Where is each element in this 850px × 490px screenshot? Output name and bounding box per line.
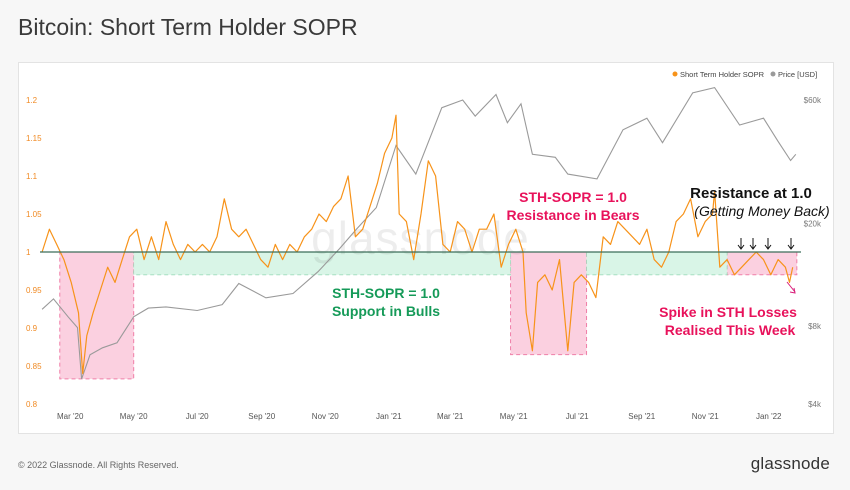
annotation-resistance-title: Resistance at 1.0 <box>690 185 812 202</box>
x-tick-label: Sep '21 <box>628 412 655 421</box>
chart: glassnode0.80.850.90.9511.051.11.151.2$4… <box>26 70 830 421</box>
loss-zone-1 <box>510 251 588 356</box>
chart-card <box>18 62 834 434</box>
y-left-tick-label: 1 <box>26 248 31 257</box>
x-tick-label: Mar '21 <box>437 412 464 421</box>
y-left-tick-label: 0.85 <box>26 362 42 371</box>
losses-arrowhead <box>789 287 796 294</box>
y-left-tick-label: 1.1 <box>26 172 38 181</box>
x-tick-label: Jul '21 <box>566 412 589 421</box>
legend-price-label: Price [USD] <box>778 70 817 79</box>
annotation-bulls-line2: Support in Bulls <box>332 303 440 319</box>
resistance-arrowhead-0 <box>737 244 745 250</box>
y-right-tick-label: $4k <box>808 400 822 409</box>
page-title: Bitcoin: Short Term Holder SOPR <box>18 14 358 40</box>
x-tick-label: Mar '20 <box>57 412 84 421</box>
y-left-tick-label: 0.95 <box>26 286 42 295</box>
x-tick-label: Jan '22 <box>756 412 782 421</box>
support-zone-4 <box>586 251 728 276</box>
x-tick-label: Nov '21 <box>692 412 719 421</box>
brand-logo-text: glassnode <box>750 454 830 473</box>
legend-price-marker <box>770 71 776 77</box>
x-tick-label: May '20 <box>120 412 148 421</box>
resistance-arrowhead-2 <box>764 244 772 250</box>
x-tick-label: Jan '21 <box>376 412 402 421</box>
x-tick-label: Jul '20 <box>186 412 209 421</box>
losses-arrow <box>786 281 796 293</box>
y-right-tick-label: $8k <box>808 322 822 331</box>
legend-sopr-marker <box>672 71 678 77</box>
copyright-text: © 2022 Glassnode. All Rights Reserved. <box>18 460 179 470</box>
annotation-losses-line2: Realised This Week <box>665 322 796 338</box>
loss-zone-2 <box>726 251 798 276</box>
annotation-resistance-subtitle: (Getting Money Back) <box>694 203 829 219</box>
legend-sopr-label: Short Term Holder SOPR <box>680 70 765 79</box>
price-series-line <box>41 86 797 380</box>
x-tick-label: Nov '20 <box>312 412 339 421</box>
y-left-tick-label: 0.8 <box>26 400 38 409</box>
support-zone-3 <box>133 251 511 276</box>
loss-zone-0 <box>59 251 135 380</box>
annotation-bears-line2: Resistance in Bears <box>506 207 639 223</box>
y-left-tick-label: 0.9 <box>26 324 38 333</box>
sopr-series-line <box>41 114 794 375</box>
resistance-arrowhead-3 <box>787 244 795 250</box>
x-tick-label: May '21 <box>500 412 528 421</box>
y-left-tick-label: 1.15 <box>26 134 42 143</box>
x-tick-label: Sep '20 <box>248 412 275 421</box>
y-right-tick-label: $20k <box>804 219 822 228</box>
annotation-bulls-line1: STH-SOPR = 1.0 <box>332 285 440 301</box>
annotation-bears-line1: STH-SOPR = 1.0 <box>519 189 627 205</box>
resistance-arrowhead-1 <box>749 244 757 250</box>
y-left-tick-label: 1.05 <box>26 210 42 219</box>
y-right-tick-label: $60k <box>804 96 822 105</box>
annotation-losses-line1: Spike in STH Losses <box>659 304 797 320</box>
y-left-tick-label: 1.2 <box>26 96 38 105</box>
